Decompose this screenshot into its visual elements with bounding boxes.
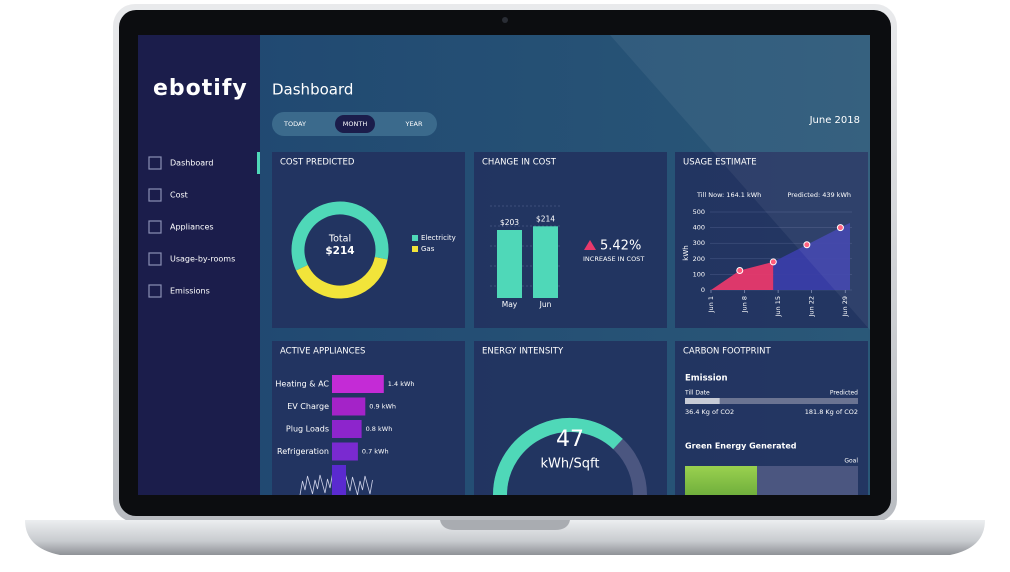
bar (497, 229, 522, 298)
x-tick-label: Jun 22 (808, 296, 816, 318)
donut-segment (291, 201, 389, 299)
usage-point (769, 258, 777, 266)
legend-swatch (412, 246, 418, 252)
bar (533, 226, 558, 298)
intensity-value: 47 (556, 427, 584, 452)
camera (502, 17, 508, 23)
nav-icon (148, 284, 162, 298)
bar-category: May (502, 300, 518, 309)
till-date-label: Till Date (684, 390, 710, 397)
gauge-fill (493, 417, 623, 495)
legend-label: Gas (421, 245, 435, 253)
green-title: Green Energy Generated (685, 442, 797, 451)
card-title: ENERGY INTENSITY (482, 347, 564, 357)
bar-value-label: $203 (500, 218, 519, 227)
screen: ebotify Dashboard Cost Appliances Usage-by-r… (138, 35, 870, 495)
predicted: Predicted: 439 kWh (787, 191, 851, 199)
nav-item[interactable]: Appliances (170, 223, 214, 232)
appliance-label: Refrigeration (277, 447, 329, 456)
laptop-base (25, 520, 985, 555)
nav-item[interactable]: Emissions (170, 287, 210, 296)
goal-label: Goal (844, 458, 858, 465)
appliance-value: 0.8 kWh (366, 425, 393, 433)
green-fill (685, 466, 757, 495)
page-title: Dashboard (272, 81, 353, 99)
brand: ebotify (153, 76, 248, 101)
y-tick-label: 100 (693, 270, 705, 278)
till-now: Till Now: 164.1 kWh (696, 191, 761, 199)
nav-item[interactable]: Dashboard (170, 159, 213, 168)
change-label: INCREASE IN COST (583, 255, 644, 263)
card (272, 341, 465, 495)
legend-swatch (412, 235, 418, 241)
appliance-value: 0.9 kWh (369, 403, 396, 411)
appliance-label: Plug Loads (286, 425, 329, 434)
y-tick-label: 500 (693, 208, 705, 216)
nav-icon (148, 220, 162, 234)
predicted-value: 181.8 Kg of CO2 (805, 408, 858, 416)
y-tick-label: 200 (693, 255, 705, 263)
till-date-value: 36.4 Kg of CO2 (685, 408, 734, 416)
active-indicator (257, 152, 260, 174)
emission-track (685, 398, 858, 404)
donut-label: Total (328, 234, 351, 245)
y-tick-label: 400 (693, 224, 705, 232)
appliance-bar (332, 375, 384, 393)
predicted-label: Predicted (830, 390, 858, 397)
change-value: 5.42% (600, 239, 641, 254)
usage-point (836, 224, 844, 232)
donut-value: $214 (325, 245, 354, 257)
period-option[interactable]: YEAR (404, 120, 423, 128)
appliance-label: EV Charge (287, 402, 329, 411)
nav-item[interactable]: Usage-by-rooms (170, 255, 235, 264)
y-axis-label: kWh (682, 245, 690, 260)
bar-category: Jun (539, 300, 552, 309)
glare (610, 35, 870, 330)
usage-point (736, 267, 744, 274)
bar-value-label: $214 (536, 214, 555, 223)
date: June 2018 (809, 115, 860, 126)
period-active (335, 115, 375, 133)
nav-icon (148, 156, 162, 170)
intensity-unit: kWh/Sqft (541, 457, 600, 472)
period-option[interactable]: MONTH (343, 120, 368, 128)
base-notch (440, 520, 570, 530)
nav-icon (148, 252, 162, 266)
up-triangle (584, 240, 596, 250)
y-tick-label: 300 (693, 239, 705, 247)
waveform-bar (332, 465, 346, 495)
x-tick-label: Jun 15 (774, 296, 782, 318)
appliance-bar (332, 442, 358, 461)
usage-point (803, 241, 811, 249)
emission-fill (685, 398, 720, 404)
appliance-value: 0.7 kWh (362, 448, 389, 456)
y-tick-label: 0 (701, 286, 705, 294)
x-tick-label: Jun 1 (707, 296, 715, 313)
x-tick-label: Jun 8 (741, 296, 749, 313)
card-title: ACTIVE APPLIANCES (280, 347, 365, 357)
card-title: CHANGE IN COST (482, 158, 557, 168)
appliance-bar (332, 397, 366, 416)
nav-item[interactable]: Cost (170, 191, 188, 200)
appliance-label: Heating & AC (275, 380, 329, 389)
card-title: CARBON FOOTPRINT (683, 347, 771, 357)
appliance-value: 1.4 kWh (388, 380, 415, 388)
period-option[interactable]: TODAY (283, 120, 306, 128)
x-tick-label: Jun 29 (841, 296, 849, 318)
usage-area (773, 222, 850, 290)
emission-title: Emission (685, 374, 728, 384)
card-title: USAGE ESTIMATE (683, 158, 757, 168)
card-title: COST PREDICTED (280, 158, 355, 168)
appliance-bar (332, 420, 362, 438)
nav-icon (148, 188, 162, 202)
legend-label: Electricity (421, 234, 456, 242)
usage-area (711, 261, 774, 290)
